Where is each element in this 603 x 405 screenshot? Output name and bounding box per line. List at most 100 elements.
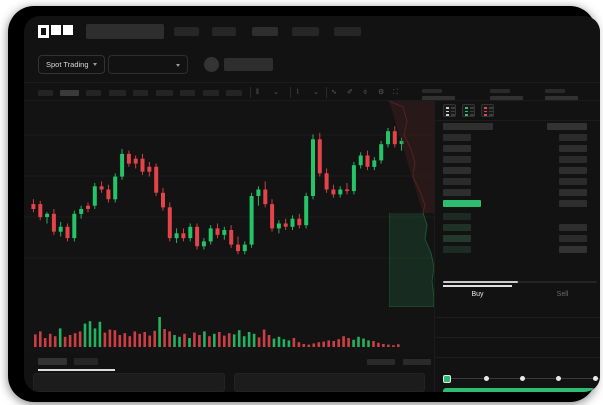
chevron-down-icon: [92, 63, 97, 66]
table-row[interactable]: [435, 156, 600, 165]
slider-tick-100[interactable]: [593, 376, 598, 381]
bottom-tab-1[interactable]: [38, 358, 67, 365]
nav-item-3[interactable]: [252, 27, 278, 36]
wave-line-icon[interactable]: ∿: [331, 89, 337, 96]
orderbook-price-cell: [443, 134, 471, 141]
slider-tick-25[interactable]: [484, 376, 489, 381]
table-row[interactable]: [435, 178, 600, 187]
table-row[interactable]: [435, 213, 600, 222]
orderbook-price-cell: [443, 246, 471, 253]
order-form-divider: [435, 337, 600, 338]
order-amount-slider[interactable]: [443, 375, 600, 383]
pair-name-label: [224, 58, 273, 71]
indicators-icon[interactable]: ⌇: [296, 89, 300, 96]
timeframe-7[interactable]: [180, 90, 195, 96]
candlestick-chart[interactable]: [24, 101, 434, 307]
orderbook-amount-cell: [547, 123, 587, 130]
timeframe-8[interactable]: [203, 90, 219, 96]
orderbook-price-cell: [443, 123, 493, 130]
trading-pair-select[interactable]: [108, 55, 188, 74]
orderbook-amount-cell: [559, 235, 587, 242]
table-row[interactable]: [435, 123, 600, 132]
market-stat-1: [422, 89, 455, 101]
orderbook-price-cell: [443, 200, 481, 207]
bottom-right-item-1[interactable]: [367, 359, 395, 365]
nav-item-1[interactable]: [174, 27, 199, 36]
chevron-down-icon[interactable]: ⌄: [273, 89, 279, 96]
submit-buy-button[interactable]: [443, 388, 595, 392]
tab-sell[interactable]: Sell: [556, 291, 569, 298]
orderbook-scrollbar[interactable]: [443, 281, 597, 283]
settings-gear-icon[interactable]: ⚙: [378, 89, 385, 96]
bottom-panels: [24, 373, 434, 392]
toolbar-divider: [250, 87, 251, 98]
orderbook-price-cell: [443, 178, 471, 185]
spot-trading-label: Spot Trading: [46, 60, 89, 69]
market-stat-2: [490, 89, 523, 101]
toolbar-divider: [326, 87, 327, 98]
timeframe-2[interactable]: [60, 90, 79, 96]
okx-logo[interactable]: OKX: [38, 25, 74, 38]
screen-bezel: OKX Spot Trading: [24, 16, 600, 392]
order-form-divider: [435, 317, 600, 318]
chart-gridlines: [24, 134, 434, 259]
orderbook-view-asks-icon[interactable]: [481, 104, 494, 117]
bottom-tab-2[interactable]: [74, 358, 98, 365]
chevron-down-icon[interactable]: ⌄: [313, 89, 319, 96]
slider-tick-50[interactable]: [520, 376, 525, 381]
orderbook-price-cell: [443, 189, 471, 196]
orderbook-view-both-icon[interactable]: [443, 104, 456, 117]
chart-toolbar: ‖ ⌄ ⌇ ⌄ ∿ ✐ ⌽ ⚙ ⛶: [24, 82, 600, 101]
table-row[interactable]: [435, 167, 600, 176]
orderbook-price-cell: [443, 167, 471, 174]
market-stat-3: [545, 89, 578, 101]
top-navigation-bar: OKX: [24, 16, 600, 48]
table-row[interactable]: [435, 145, 600, 154]
bottom-right-item-2[interactable]: [403, 359, 431, 365]
timeframe-6[interactable]: [156, 90, 173, 96]
bottom-tab-active-indicator: [38, 369, 115, 371]
orderbook-rows[interactable]: [435, 120, 600, 277]
orderbook-view-toggles: [443, 104, 494, 117]
volume-histogram[interactable]: [24, 307, 434, 353]
tablet-device-frame: OKX Spot Trading: [8, 6, 600, 402]
market-stat-1-label: [422, 89, 442, 93]
volume-series: [34, 317, 400, 347]
nav-item-4[interactable]: [292, 27, 319, 36]
table-row[interactable]: [435, 224, 600, 233]
bar-chart-icon[interactable]: ‖: [256, 89, 259, 96]
table-row[interactable]: [435, 235, 600, 244]
tab-buy[interactable]: Buy: [435, 285, 520, 305]
timeframe-4[interactable]: [109, 90, 126, 96]
spot-trading-dropdown[interactable]: Spot Trading: [38, 55, 105, 74]
nav-item-2[interactable]: [212, 27, 236, 36]
table-row[interactable]: [435, 189, 600, 198]
bottom-panel-right[interactable]: [233, 373, 425, 392]
fullscreen-icon[interactable]: ⛶: [393, 89, 398, 96]
slider-tick-75[interactable]: [556, 376, 561, 381]
search-input[interactable]: [86, 24, 164, 39]
orderbook-view-bids-icon[interactable]: [462, 104, 475, 117]
pencil-icon[interactable]: ✐: [347, 89, 353, 96]
orderbook-amount-cell: [559, 156, 587, 163]
timeframe-5[interactable]: [133, 90, 148, 96]
timeframe-3[interactable]: [86, 90, 101, 96]
orderbook-sidebar: Buy Sell: [434, 101, 600, 392]
orderbook-amount-cell: [559, 167, 587, 174]
orderbook-amount-cell: [559, 224, 587, 231]
market-stat-2-value: [490, 96, 523, 101]
orderbook-amount-cell: [559, 178, 587, 185]
camera-icon[interactable]: ⌽: [363, 89, 368, 96]
orderbook-amount-cell: [559, 145, 587, 152]
slider-handle[interactable]: [443, 375, 451, 383]
market-stat-3-label: [545, 89, 565, 93]
bottom-panel-left[interactable]: [33, 373, 225, 392]
table-row[interactable]: [435, 246, 600, 255]
nav-item-5[interactable]: [334, 27, 361, 36]
table-row[interactable]: [435, 134, 600, 143]
timeframe-1[interactable]: [38, 90, 53, 96]
timeframe-9[interactable]: [226, 90, 242, 96]
bottom-tab-bar: [24, 353, 434, 373]
market-stat-2-label: [490, 89, 510, 93]
table-row[interactable]: [435, 200, 600, 209]
